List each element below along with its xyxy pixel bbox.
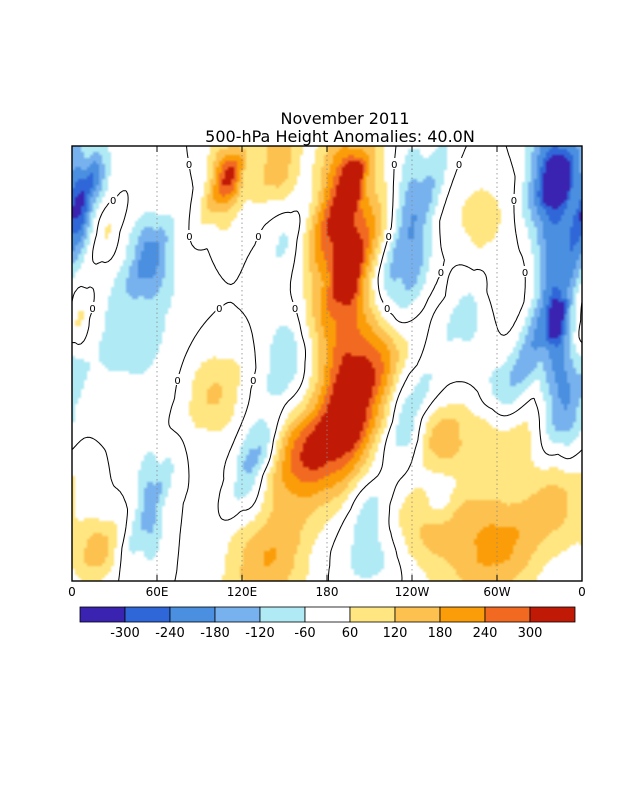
colorbar-label: -240: [155, 626, 185, 641]
colorbar: -300 -240 -180 -120 -60 60 120 180 240 300: [79, 606, 576, 641]
colorbar-swatch: [439, 606, 486, 623]
contour-label-bg: [509, 194, 518, 205]
contour-label-bg: [390, 158, 399, 169]
colorbar-swatch: [484, 606, 531, 623]
x-tick-label: 180: [316, 585, 339, 599]
contour-label: 0: [89, 304, 95, 315]
colorbar-label: 300: [518, 626, 543, 641]
contour-label: 0: [391, 160, 397, 171]
contour-label: 0: [250, 376, 256, 387]
contour-label-bg: [185, 158, 194, 169]
colorbar-label: 60: [342, 626, 359, 641]
colorbar-swatch: [529, 606, 576, 623]
colorbar-swatch: [259, 606, 306, 623]
colorbar-swatch: [214, 606, 261, 623]
colorbar-label: -120: [245, 626, 275, 641]
contour-label: 0: [255, 232, 261, 243]
colorbar-label: -300: [110, 626, 140, 641]
contour-label-bg: [521, 266, 530, 277]
colorbar-swatch: [394, 606, 441, 623]
colorbar-label: 120: [383, 626, 408, 641]
x-tick-label: 60W: [483, 585, 510, 599]
colorbar-label: -60: [294, 626, 315, 641]
colorbar-swatch: [79, 606, 126, 623]
contour-label: 0: [522, 268, 528, 279]
chart-title: November 2011: [280, 109, 409, 128]
colorbar-swatch: [349, 606, 396, 623]
colorbar-label: 240: [473, 626, 498, 641]
contour-label: 0: [186, 160, 192, 171]
contour-label-bg: [455, 158, 464, 169]
colorbar-swatch: [124, 606, 171, 623]
x-tick-label: 0: [578, 585, 586, 599]
plot-area: 0 0 0 0 0 0 0 0 0 0 0 0 0 0 0 0: [71, 145, 583, 582]
contour-label-bg: [88, 302, 97, 313]
x-axis: 0 60E 120E 180 120W 60W 0: [68, 146, 586, 599]
contour-label: 0: [438, 268, 444, 279]
longitude-gridlines: [156, 146, 498, 581]
contour-label-bg: [383, 302, 392, 313]
contour-label-bg: [215, 302, 224, 313]
contour-label: 0: [216, 304, 222, 315]
contour-label-bg: [185, 230, 194, 241]
chart-subtitle: 500-hPa Height Anomalies: 40.0N: [205, 127, 475, 146]
contour-label-bg: [249, 374, 258, 385]
contour-label: 0: [456, 160, 462, 171]
contour-label: 0: [292, 304, 298, 315]
colorbar-label: 180: [428, 626, 453, 641]
contour-label: 0: [386, 232, 392, 243]
zero-contour: [72, 146, 582, 581]
x-tick-label: 120E: [227, 585, 258, 599]
x-tick-label: 120W: [395, 585, 430, 599]
contour-label: 0: [174, 376, 180, 387]
contour-label: 0: [110, 196, 116, 207]
colorbar-label: -180: [200, 626, 230, 641]
zero-contour-layer: [72, 146, 582, 581]
contour-label-bg: [173, 374, 182, 385]
contour-label-bg: [109, 194, 118, 205]
contour-labels: 0 0 0 0 0 0 0 0 0 0 0 0 0 0 0 0: [88, 158, 530, 387]
contour-label: 0: [186, 232, 192, 243]
x-tick-label: 0: [68, 585, 76, 599]
colorbar-swatch: [304, 606, 351, 623]
contour-label-bg: [291, 302, 300, 313]
contour-label: 0: [511, 196, 517, 207]
colorbar-swatch: [169, 606, 216, 623]
contour-label-bg: [384, 230, 393, 241]
contour-label: 0: [384, 304, 390, 315]
x-tick-label: 60E: [146, 585, 169, 599]
contour-label-bg: [436, 266, 445, 277]
contour-label-bg: [254, 230, 263, 241]
